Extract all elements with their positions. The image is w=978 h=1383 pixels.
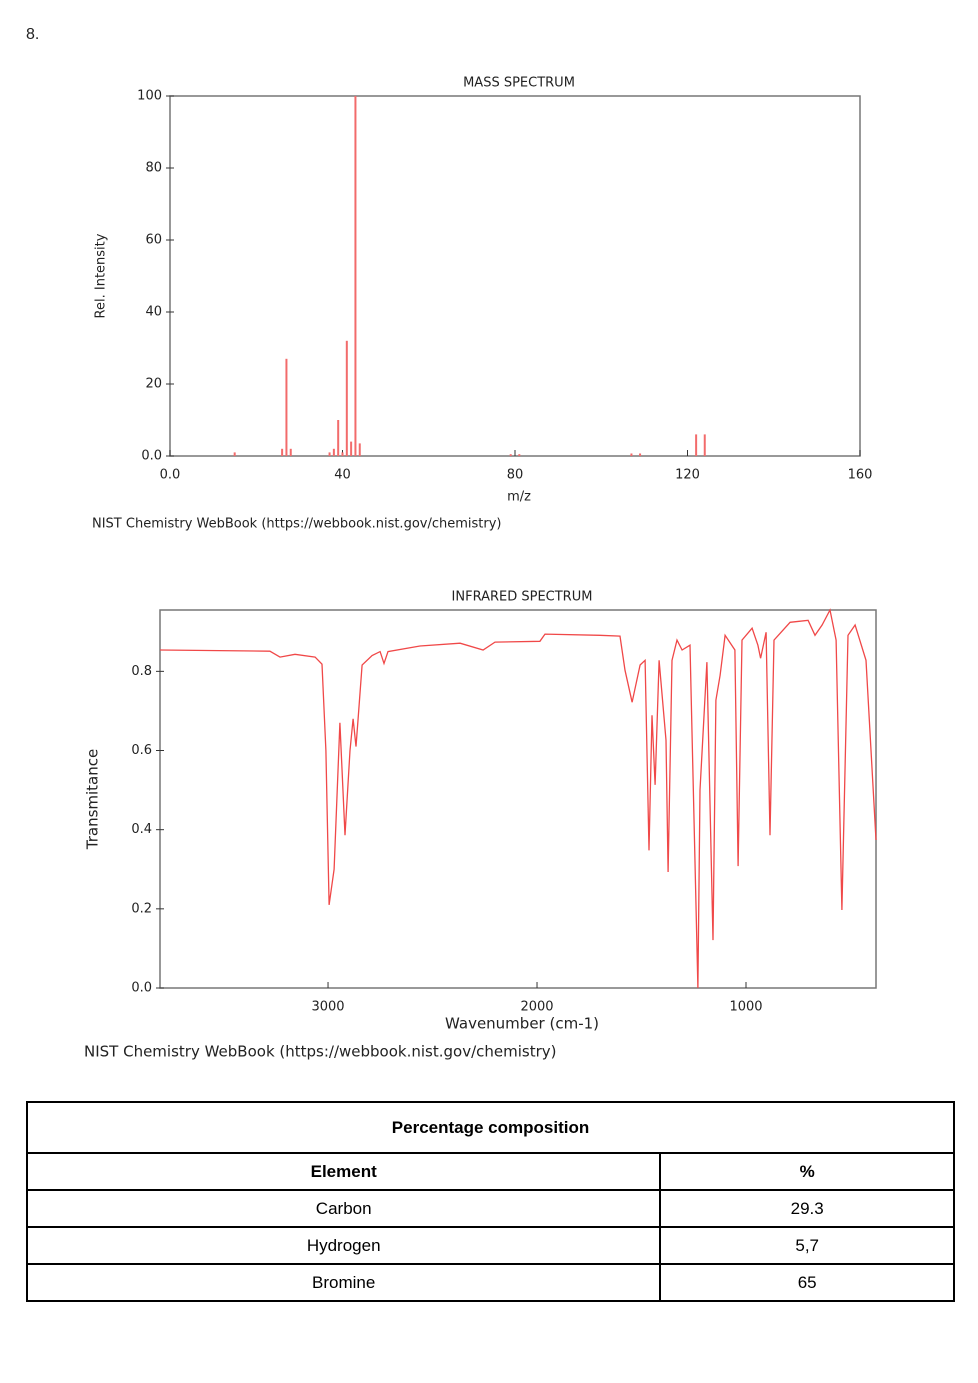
y-tick-label: 0.0 xyxy=(131,981,152,996)
x-tick-label: 3000 xyxy=(311,1000,344,1015)
cell: Carbon xyxy=(25,1189,662,1228)
plot-frame xyxy=(159,609,877,989)
spectrum-line xyxy=(159,608,877,989)
y-tick-label: 0.8 xyxy=(131,664,152,679)
credit: NIST Chemistry WebBook (https://webbook.… xyxy=(92,517,502,532)
table-title: Percentage composition xyxy=(26,1101,955,1154)
y-tick-label: 0.4 xyxy=(131,822,152,837)
y-tick-label: 0.6 xyxy=(131,743,152,758)
x-tick-label: 120 xyxy=(675,468,700,483)
y-tick-label: 20 xyxy=(145,377,162,392)
peak xyxy=(695,434,698,456)
peak xyxy=(358,443,361,456)
peak xyxy=(350,441,353,456)
peak xyxy=(328,452,331,456)
x-tick-label: 1000 xyxy=(729,1000,762,1015)
header-cell: Element xyxy=(25,1152,662,1191)
cell: Hydrogen xyxy=(25,1226,662,1265)
cell: Bromine xyxy=(25,1263,662,1302)
y-axis-label: Rel. Intensity xyxy=(94,233,109,318)
x-tick-label: 40 xyxy=(334,468,351,483)
cell: 65 xyxy=(659,1263,955,1302)
x-tick-label: 0.0 xyxy=(160,468,181,483)
peak xyxy=(345,340,348,456)
header-cell: % xyxy=(659,1152,955,1191)
question-number: 8. xyxy=(26,26,39,43)
chart-title: MASS SPECTRUM xyxy=(463,76,575,91)
cell: 5,7 xyxy=(659,1226,955,1265)
y-tick-label: 60 xyxy=(145,233,162,248)
plot-frame xyxy=(169,95,861,457)
y-tick-label: 80 xyxy=(145,161,162,176)
peak xyxy=(233,452,236,456)
y-tick-label: 0.2 xyxy=(131,901,152,916)
peak xyxy=(354,96,357,456)
peak xyxy=(509,454,512,456)
y-axis-label: Transmitance xyxy=(84,749,102,850)
peak xyxy=(337,420,340,456)
x-tick-label: 2000 xyxy=(520,1000,553,1015)
composition-table: Percentage composition Element% Carbon 29… xyxy=(25,1101,955,1302)
peak xyxy=(639,453,642,456)
peak xyxy=(281,448,284,456)
credit: NIST Chemistry WebBook (https://webbook.… xyxy=(84,1043,557,1061)
chart-title: INFRARED SPECTRUM xyxy=(452,590,593,605)
peak xyxy=(341,452,344,456)
cell: 29.3 xyxy=(659,1189,955,1228)
y-tick-label: 100 xyxy=(137,89,162,104)
peak xyxy=(285,358,288,456)
x-axis-label: Wavenumber (cm-1) xyxy=(445,1015,599,1033)
peak xyxy=(630,453,633,456)
peak xyxy=(332,448,335,456)
y-tick-label: 40 xyxy=(145,305,162,320)
x-tick-label: 80 xyxy=(507,468,524,483)
y-tick-label: 0.0 xyxy=(141,449,162,464)
peak xyxy=(703,434,706,456)
peak xyxy=(289,448,292,456)
peak xyxy=(518,454,521,456)
x-axis-label: m/z xyxy=(507,490,531,505)
x-tick-label: 160 xyxy=(848,468,873,483)
